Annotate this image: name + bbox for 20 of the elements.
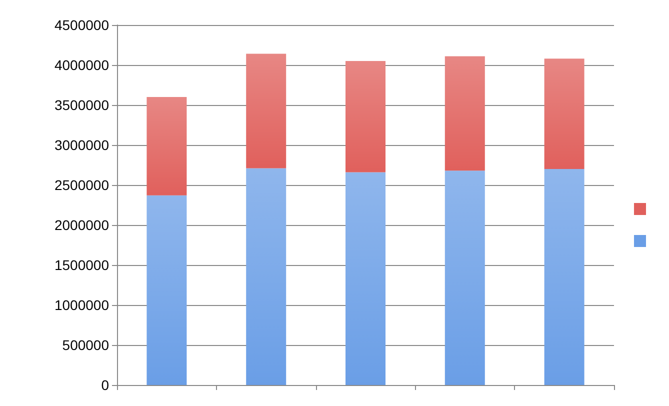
y-tick-label: 0 <box>101 377 110 393</box>
y-tick-label: 2500000 <box>54 177 110 193</box>
y-tick-label: 3000000 <box>54 137 110 153</box>
bar <box>444 170 485 385</box>
bar <box>246 54 286 168</box>
y-tick-label: 1000000 <box>54 297 110 313</box>
y-tick-label: 3500000 <box>54 97 110 113</box>
bar <box>544 58 584 169</box>
y-tick-label: 500000 <box>62 337 110 353</box>
bar <box>346 172 386 385</box>
y-tick-label: 4500000 <box>54 17 110 33</box>
bar <box>146 195 187 385</box>
bar <box>346 61 386 172</box>
bar <box>444 56 485 171</box>
bar <box>146 97 187 196</box>
y-tick-label: 4000000 <box>54 57 110 73</box>
bar <box>544 169 584 385</box>
bar <box>246 168 286 385</box>
y-tick-label: 2000000 <box>54 217 110 233</box>
y-tick-label: 1500000 <box>54 257 110 273</box>
